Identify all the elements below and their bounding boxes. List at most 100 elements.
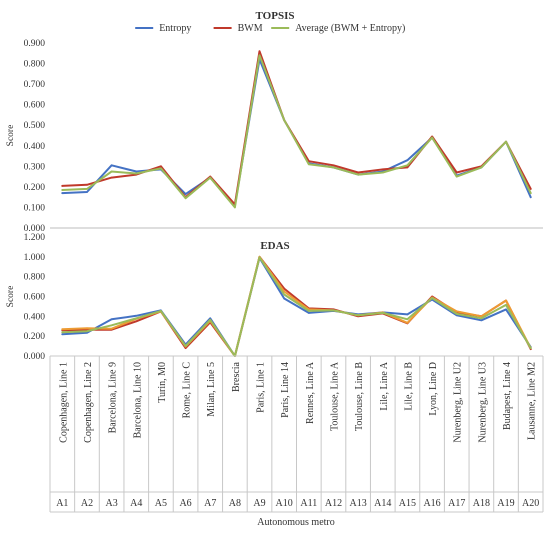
y-axis-label: Score — [6, 286, 16, 308]
data-point — [455, 310, 458, 313]
data-point — [382, 171, 384, 174]
x-code-label: A5 — [155, 498, 167, 509]
data-point — [332, 166, 335, 169]
y-tick-label: 0.000 — [24, 224, 46, 234]
y-tick-label: 1.000 — [24, 253, 46, 263]
data-point — [455, 171, 458, 174]
y-tick-label: 0.400 — [24, 142, 46, 152]
data-point — [160, 165, 162, 168]
data-point — [480, 317, 483, 320]
data-point — [308, 310, 310, 312]
data-point — [529, 347, 532, 349]
y-tick-label: 0.800 — [24, 60, 46, 70]
x-code-label: A14 — [374, 498, 391, 509]
x-code-label: A7 — [204, 498, 216, 509]
data-point — [135, 170, 138, 173]
data-point — [480, 166, 483, 169]
legend-entry: Average (BWM + Entropy) — [295, 23, 405, 34]
data-point — [209, 317, 211, 320]
y-tick-label: 0.000 — [24, 352, 46, 362]
x-tick-label: Copenhagen, Line 1 — [58, 362, 69, 443]
data-point — [308, 163, 310, 166]
data-point — [455, 313, 458, 315]
x-code-label: A18 — [473, 498, 490, 509]
series-line-entropy — [61, 256, 532, 357]
data-point — [110, 176, 113, 179]
x-code-label: A20 — [522, 498, 539, 509]
data-point — [406, 159, 409, 161]
data-point — [529, 188, 532, 190]
x-code-label: A17 — [448, 498, 465, 509]
data-point — [135, 320, 138, 323]
data-point — [283, 290, 286, 293]
data-point — [61, 192, 64, 194]
x-tick-label: Paris, Line 1 — [256, 362, 267, 413]
data-point — [258, 50, 261, 52]
series-line-bwm — [61, 50, 532, 206]
data-point — [332, 164, 335, 167]
data-point — [505, 140, 507, 143]
series-line-unnamed-3 — [61, 256, 532, 357]
x-tick-label: Milan, Line 5 — [206, 362, 217, 417]
x-tick-label: Rome, Line C — [182, 362, 193, 419]
data-point — [308, 312, 310, 314]
data-point — [61, 185, 64, 187]
data-point — [332, 309, 335, 312]
x-code-label: A9 — [253, 498, 265, 509]
data-point — [86, 184, 88, 186]
y-tick-label: 0.800 — [24, 273, 46, 283]
panel-title-edas: EDAS — [260, 240, 289, 252]
y-axis-label: Score — [6, 125, 16, 147]
data-point — [283, 297, 286, 300]
data-point — [431, 136, 433, 139]
data-point — [258, 54, 261, 57]
data-point — [110, 327, 113, 330]
data-point — [184, 345, 187, 347]
data-point — [61, 333, 64, 336]
data-point — [480, 315, 483, 318]
data-point — [110, 318, 113, 321]
y-tick-label: 0.500 — [24, 121, 46, 131]
y-tick-label: 0.300 — [24, 162, 46, 172]
data-point — [357, 171, 359, 174]
data-point — [258, 256, 261, 259]
data-point — [135, 315, 138, 317]
data-point — [529, 192, 532, 194]
data-point — [505, 299, 507, 302]
y-tick-label: 0.900 — [24, 39, 46, 49]
x-tick-label: Barcelona, Line 9 — [108, 362, 119, 433]
x-tick-label: Toulouse, Line B — [354, 362, 365, 431]
x-code-label: A1 — [56, 498, 68, 509]
x-tick-label: Lyon, Line D — [428, 362, 439, 416]
x-code-label: A2 — [81, 498, 93, 509]
data-point — [283, 119, 286, 121]
data-point — [61, 189, 64, 191]
y-tick-label: 0.400 — [24, 312, 46, 322]
x-tick-label: Nurenberg, Line U2 — [453, 362, 464, 443]
data-point — [86, 327, 88, 330]
data-point — [86, 191, 88, 193]
data-point — [382, 168, 384, 171]
legend-entry: Entropy — [159, 23, 191, 34]
data-point — [382, 312, 384, 314]
data-point — [135, 172, 138, 175]
x-code-label: A19 — [497, 498, 514, 509]
data-point — [505, 304, 507, 306]
y-tick-label: 0.200 — [24, 183, 46, 193]
x-tick-label: Lile, Line A — [379, 361, 390, 410]
data-point — [406, 318, 409, 321]
x-tick-label: Barcelona, Line 10 — [132, 362, 143, 438]
y-tick-label: 0.100 — [24, 203, 46, 213]
data-point — [61, 328, 64, 331]
data-point — [160, 310, 162, 312]
x-code-label: A6 — [179, 498, 191, 509]
data-point — [406, 322, 409, 324]
x-code-label: A4 — [130, 498, 142, 509]
x-code-label: A15 — [399, 498, 416, 509]
legend-entry: BWM — [238, 23, 263, 34]
data-point — [209, 319, 211, 321]
data-point — [110, 170, 113, 173]
x-code-label: A12 — [325, 498, 342, 509]
data-point — [357, 173, 359, 176]
